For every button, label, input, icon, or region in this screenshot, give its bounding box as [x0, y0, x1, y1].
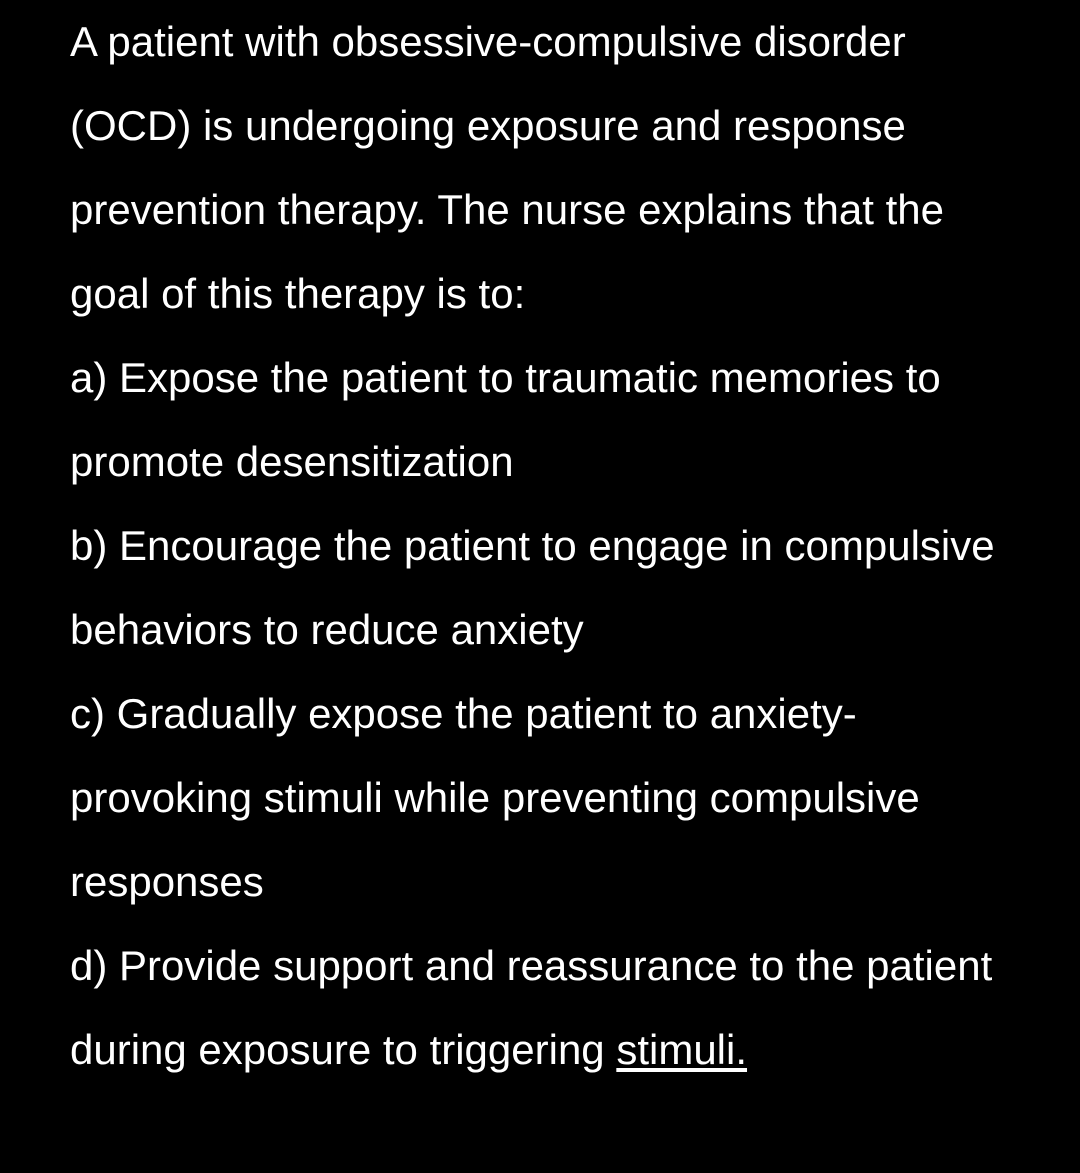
option-c: c) Gradually expose the patient to anxie…	[70, 690, 920, 905]
option-a: a) Expose the patient to traumatic memor…	[70, 354, 941, 485]
question-block: A patient with obsessive-compulsive diso…	[0, 0, 1080, 1092]
option-d-underlined: stimuli.	[616, 1026, 747, 1073]
option-d-main: d) Provide support and reassurance to th…	[70, 942, 992, 1073]
option-b: b) Encourage the patient to engage in co…	[70, 522, 995, 653]
question-stem: A patient with obsessive-compulsive diso…	[70, 18, 944, 317]
